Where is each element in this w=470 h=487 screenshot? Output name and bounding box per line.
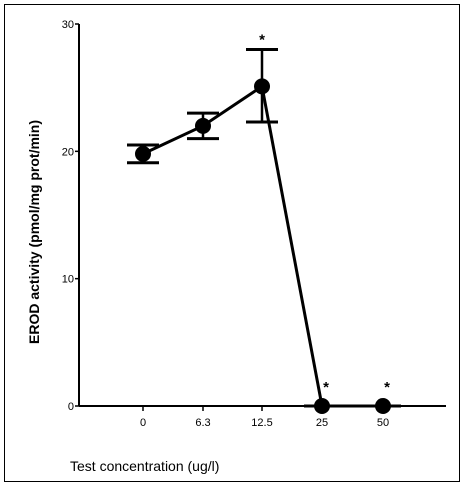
data-point-50 <box>375 398 391 414</box>
y-tick-label-30: 30 <box>62 19 74 31</box>
x-axis-label: Test concentration (ug/l) <box>70 458 219 474</box>
x-tick-label-6.3: 6.3 <box>195 417 210 429</box>
y-axis-label: EROD activity (pmol/mg prot/min) <box>26 120 42 344</box>
data-point-0 <box>135 145 151 162</box>
significance-star-25: * <box>323 379 329 396</box>
y-tick-label-10: 10 <box>62 274 74 286</box>
x-tick-label-12.5: 12.5 <box>251 417 272 429</box>
series-polyline <box>142 83 383 408</box>
data-point-6.3 <box>195 117 211 134</box>
data-points <box>135 78 391 414</box>
series-line <box>142 83 383 408</box>
x-tick-label-25: 25 <box>316 417 328 429</box>
axes: 0 10 20 30 0 6.3 12.5 25 50 <box>62 19 446 429</box>
significance-star-50: * <box>384 379 390 396</box>
x-tick-label-50: 50 <box>377 417 389 429</box>
x-tick-label-0: 0 <box>140 417 146 429</box>
data-point-25 <box>314 398 330 414</box>
y-tick-label-0: 0 <box>68 401 74 413</box>
significance-marks: * * * <box>259 31 390 396</box>
data-point-12.5 <box>254 78 270 95</box>
significance-star-12.5: * <box>259 31 265 48</box>
y-tick-label-20: 20 <box>62 146 74 158</box>
